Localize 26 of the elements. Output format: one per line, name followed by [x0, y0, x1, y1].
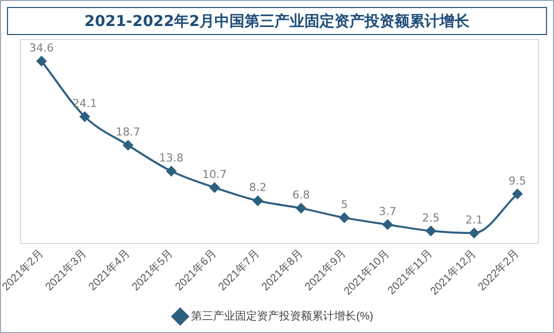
data-label: 8.2 — [249, 181, 267, 194]
data-label: 10.7 — [202, 168, 227, 181]
point — [426, 226, 436, 236]
point — [252, 196, 263, 206]
point — [210, 182, 220, 193]
data-label: 2.1 — [465, 213, 483, 226]
point — [339, 212, 350, 223]
point — [36, 56, 47, 66]
legend-label: 第三产业固定资产投资额累计增长(%) — [191, 310, 374, 323]
data-label: 2.5 — [422, 211, 440, 224]
point — [382, 220, 393, 230]
point — [296, 203, 306, 214]
point — [469, 228, 480, 238]
point — [80, 112, 90, 122]
data-label: 5 — [340, 198, 348, 212]
point — [512, 188, 522, 199]
data-label: 24.1 — [72, 97, 98, 110]
chart-title: 2021-2022年2月中国第三产业固定资产投资额累计增长 — [7, 7, 547, 35]
data-label: 6.8 — [292, 188, 310, 202]
data-label: 34.6 — [29, 41, 54, 54]
data-label: 3.7 — [378, 204, 396, 218]
data-label: 9.5 — [508, 174, 526, 188]
data-label: 13.8 — [159, 152, 184, 165]
point — [166, 166, 176, 176]
data-label: 18.7 — [116, 126, 140, 139]
point — [123, 140, 134, 150]
